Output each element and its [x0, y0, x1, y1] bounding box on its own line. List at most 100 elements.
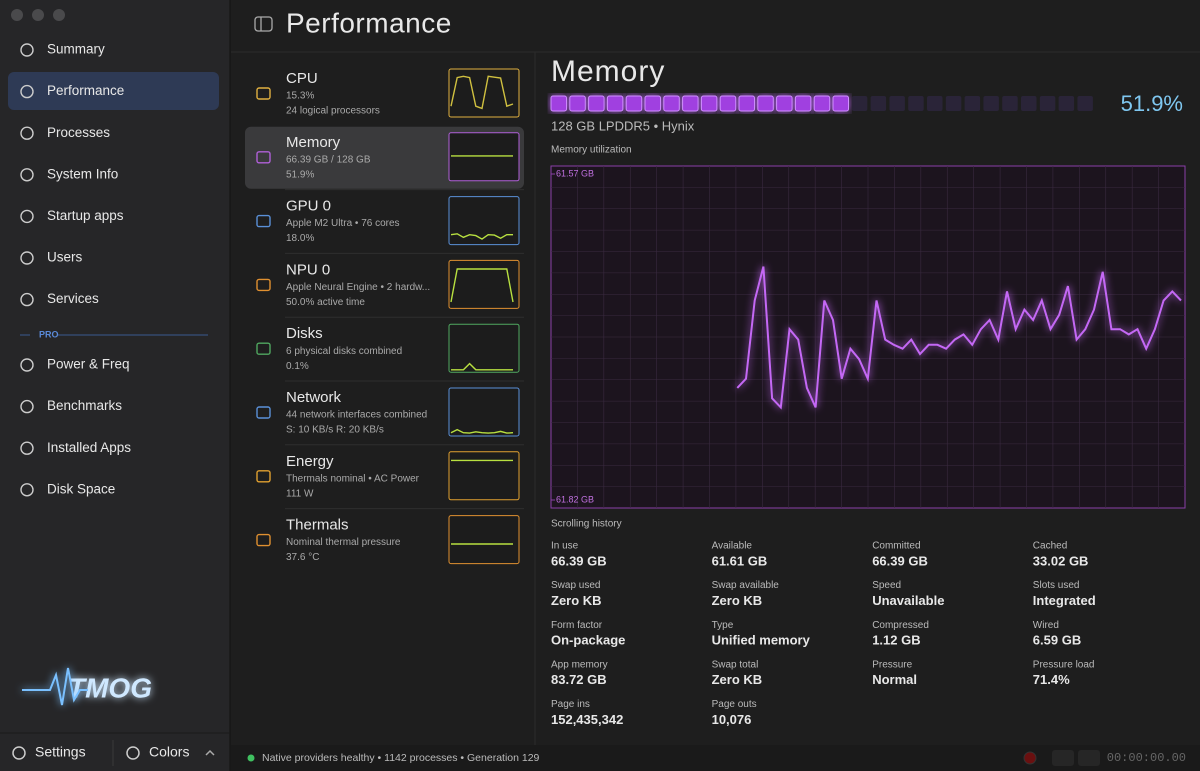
stat-value: 66.39 GB: [551, 553, 607, 568]
device-name[interactable]: Memory: [286, 134, 341, 151]
record-button[interactable]: [1023, 751, 1037, 765]
stat-label: Pressure: [872, 659, 912, 670]
stat-label: Speed: [872, 580, 901, 591]
stat-value: Normal: [872, 672, 917, 687]
sparkline-frame: [448, 68, 520, 118]
nav-item[interactable]: Users: [47, 250, 83, 265]
nav-item[interactable]: Power & Freq: [47, 357, 130, 372]
control-button[interactable]: [1078, 750, 1100, 766]
device-name[interactable]: GPU 0: [286, 198, 331, 215]
stat-label: Swap used: [551, 580, 600, 591]
chevron: [205, 749, 215, 756]
stat-value: 71.4%: [1033, 672, 1070, 687]
nav-item[interactable]: Performance: [47, 83, 124, 98]
sparkline-frame: [448, 323, 520, 373]
nav-icon: [20, 126, 34, 140]
sparkline: [450, 75, 514, 110]
nav-item[interactable]: Services: [47, 291, 99, 306]
stat-value: 66.39 GB: [872, 553, 928, 568]
device-name[interactable]: Thermals: [286, 517, 349, 534]
device-detail: Thermals nominal • AC Power: [286, 473, 420, 484]
device-detail: Apple Neural Engine • 2 hardw...: [286, 282, 430, 293]
stat-label: Compressed: [872, 620, 929, 631]
stat-value: On-package: [551, 633, 625, 648]
device-detail: 0.1%: [286, 361, 309, 372]
settings-button[interactable]: Settings: [35, 744, 86, 760]
window-zoom[interactable]: [53, 9, 65, 21]
usage-segment: [889, 96, 905, 111]
stat-value: Zero KB: [712, 593, 763, 608]
nav-item[interactable]: Startup apps: [47, 208, 124, 223]
usage-segment: [983, 96, 999, 111]
usage-percent: 51.9%: [1121, 91, 1183, 116]
colors-button[interactable]: Colors: [149, 744, 189, 760]
window-close[interactable]: [11, 9, 23, 21]
nav-item[interactable]: Benchmarks: [47, 398, 122, 413]
stat-label: Swap total: [712, 659, 759, 670]
device-detail: 51.9%: [286, 169, 314, 180]
chart-footer: Scrolling history: [551, 519, 622, 530]
device-icon: [256, 87, 271, 100]
device-name[interactable]: CPU: [286, 70, 318, 87]
stat-label: Page outs: [712, 699, 757, 710]
device-name[interactable]: NPU 0: [286, 261, 330, 278]
window-minimize[interactable]: [32, 9, 44, 21]
settings-icon: [12, 746, 26, 760]
usage-segment: [1039, 96, 1056, 111]
usage-segment: [550, 95, 567, 112]
selected-nav: [8, 72, 219, 110]
usage-segment: [832, 95, 849, 112]
nav-item[interactable]: System Info: [47, 166, 118, 181]
nav-item[interactable]: Installed Apps: [47, 440, 131, 455]
usage-segment: [870, 96, 887, 111]
usage-segment: [738, 95, 755, 112]
nav-icon: [20, 399, 34, 414]
stat-label: Cached: [1033, 541, 1067, 552]
nav-item[interactable]: Summary: [47, 42, 105, 57]
usage-segment: [1021, 96, 1037, 111]
colors-icon: [126, 746, 140, 760]
nav-icon: [20, 358, 34, 372]
stat-value: 152,435,342: [551, 712, 623, 727]
device-detail: Apple M2 Ultra • 76 cores: [286, 218, 400, 229]
usage-segment: [813, 95, 831, 112]
device-name[interactable]: Network: [286, 389, 342, 406]
device-name[interactable]: Energy: [286, 453, 334, 470]
stat-label: Type: [712, 620, 734, 631]
device-detail: 15.3%: [286, 91, 314, 102]
device-detail: 37.6 °C: [286, 552, 319, 563]
stat-value: 1.12 GB: [872, 633, 920, 648]
memory-history-line: [736, 266, 1182, 410]
usage-segment: [794, 95, 812, 112]
nav-item[interactable]: Disk Space: [47, 481, 115, 496]
stat-label: Page ins: [551, 699, 590, 710]
device-icon: [256, 278, 271, 292]
nav-item[interactable]: Processes: [47, 125, 110, 140]
sparkline: [450, 428, 514, 434]
sparkline: [450, 233, 513, 240]
usage-segment: [1058, 96, 1075, 111]
device-icon: [256, 214, 271, 228]
device-name[interactable]: Disks: [286, 325, 323, 342]
stat-value: 83.72 GB: [551, 672, 607, 687]
usage-segment: [569, 95, 586, 112]
sidebar: [0, 0, 230, 771]
logo: TMOG: [68, 672, 152, 703]
stat-value: Zero KB: [712, 672, 763, 687]
usage-segment: [908, 96, 924, 111]
sidebar-toggle[interactable]: [254, 16, 273, 32]
device-icon: [256, 342, 271, 355]
stat-label: App memory: [551, 659, 608, 670]
device-detail: 24 logical processors: [286, 106, 380, 117]
stat-value: 6.59 GB: [1033, 633, 1081, 648]
device-detail: 111 W: [286, 488, 314, 499]
sparkline: [451, 362, 513, 371]
control-button[interactable]: [1052, 750, 1074, 766]
device-icon: [256, 151, 271, 164]
device-icon: [256, 470, 271, 483]
stat-label: In use: [551, 541, 579, 552]
nav-icon: [20, 168, 34, 182]
usage-segment: [757, 95, 774, 112]
stat-label: Slots used: [1033, 580, 1080, 591]
